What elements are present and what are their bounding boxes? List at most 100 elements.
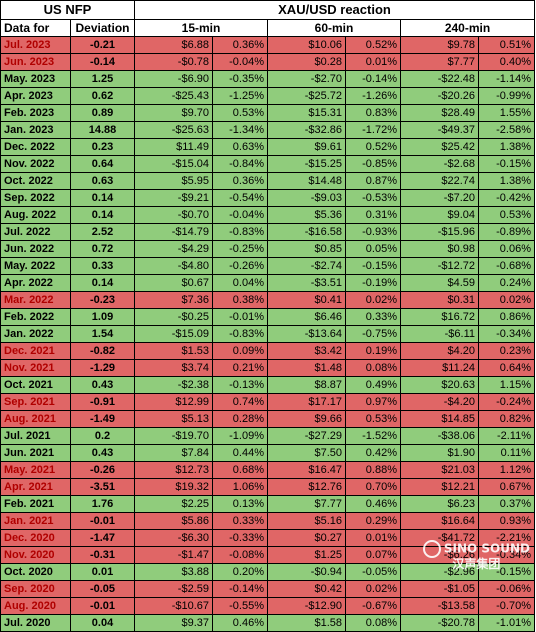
usd-15min-cell: $7.36	[134, 291, 213, 309]
pct-60min-cell: 0.02%	[345, 580, 401, 598]
pct-60min-cell: -0.67%	[345, 597, 401, 615]
usd-240min-cell: $22.74	[400, 172, 479, 190]
pct-15min-cell: 0.33%	[212, 512, 268, 530]
usd-240min-cell: $6.23	[400, 495, 479, 513]
usd-15min-cell: $3.74	[134, 359, 213, 377]
pct-60min-cell: 0.33%	[345, 308, 401, 326]
pct-240min-cell: 0.51%	[478, 36, 535, 54]
pct-60min-cell: -0.05%	[345, 563, 401, 581]
usd-60min-cell: $1.48	[267, 359, 346, 377]
pct-240min-cell: 0.64%	[478, 359, 535, 377]
month-label: May. 2021	[0, 461, 71, 479]
pct-15min-cell: 0.38%	[212, 291, 268, 309]
deviation-cell: 0.14	[70, 189, 135, 207]
usd-15min-cell: -$4.29	[134, 240, 213, 258]
usd-240min-cell: -$1.05	[400, 580, 479, 598]
pct-240min-cell: -1.14%	[478, 70, 535, 88]
month-label: Dec. 2021	[0, 342, 71, 360]
month-label: Jun. 2022	[0, 240, 71, 258]
deviation-cell: 0.63	[70, 172, 135, 190]
usd-60min-cell: -$15.25	[267, 155, 346, 173]
usd-240min-cell: $0.31	[400, 291, 479, 309]
usd-240min-cell: -$41.72	[400, 529, 479, 547]
usd-60min-cell: -$3.51	[267, 274, 346, 292]
pct-240min-cell: -2.11%	[478, 427, 535, 445]
pct-240min-cell: -0.34%	[478, 325, 535, 343]
usd-15min-cell: $9.70	[134, 104, 213, 122]
usd-15min-cell: -$15.04	[134, 155, 213, 173]
usd-60min-cell: $5.16	[267, 512, 346, 530]
pct-240min-cell: 0.37%	[478, 495, 535, 513]
usd-15min-cell: -$10.67	[134, 597, 213, 615]
table-row: Oct. 2022 0.63 $5.95 0.36% $14.48 0.87% $22.74…	[0, 172, 535, 190]
usd-240min-cell: -$22.48	[400, 70, 479, 88]
pct-15min-cell: -0.54%	[212, 189, 268, 207]
pct-15min-cell: 0.46%	[212, 614, 268, 632]
watermark-subtext: 汉声集团	[452, 557, 501, 571]
pct-15min-cell: 0.44%	[212, 444, 268, 462]
usd-15min-cell: $12.99	[134, 393, 213, 411]
table-row: Jun. 2021 0.43 $7.84 0.44% $7.50 0.42% $1.90 0.…	[0, 444, 535, 462]
month-label: Apr. 2021	[0, 478, 71, 496]
us-nfp-header: US NFP	[0, 0, 135, 20]
deviation-cell: -0.91	[70, 393, 135, 411]
deviation-cell: 0.2	[70, 427, 135, 445]
usd-240min-cell: $11.24	[400, 359, 479, 377]
table-row: Dec. 2020 -1.47 -$6.30 -0.33% $0.27 0.01% -$41…	[0, 529, 535, 547]
usd-15min-cell: -$6.90	[134, 70, 213, 88]
table-row: Aug. 2020 -0.01 -$10.67 -0.55% -$12.90 -0.67%…	[0, 597, 535, 615]
usd-15min-cell: -$6.30	[134, 529, 213, 547]
table-row: May. 2023 1.25 -$6.90 -0.35% -$2.70 -0.14% -$2…	[0, 70, 535, 88]
pct-15min-cell: 0.68%	[212, 461, 268, 479]
usd-60min-cell: $14.48	[267, 172, 346, 190]
pct-60min-cell: -0.19%	[345, 274, 401, 292]
pct-15min-cell: -1.09%	[212, 427, 268, 445]
pct-15min-cell: -1.34%	[212, 121, 268, 139]
table-row: Mar. 2022 -0.23 $7.36 0.38% $0.41 0.02% $0.31 0…	[0, 291, 535, 309]
col-240min-header: 240-min	[400, 19, 535, 37]
pct-240min-cell: 1.55%	[478, 104, 535, 122]
month-label: Jan. 2022	[0, 325, 71, 343]
header-row-sub: Data for Deviation 15-min 60-min 240-min	[0, 19, 535, 37]
usd-15min-cell: -$0.25	[134, 308, 213, 326]
usd-15min-cell: -$25.43	[134, 87, 213, 105]
pct-60min-cell: 0.08%	[345, 359, 401, 377]
deviation-cell: -1.29	[70, 359, 135, 377]
pct-15min-cell: -0.08%	[212, 546, 268, 564]
pct-240min-cell: 0.11%	[478, 444, 535, 462]
pct-60min-cell: -1.26%	[345, 87, 401, 105]
pct-240min-cell: -1.01%	[478, 614, 535, 632]
pct-15min-cell: -0.04%	[212, 206, 268, 224]
pct-60min-cell: 0.52%	[345, 36, 401, 54]
usd-240min-cell: -$6.11	[400, 325, 479, 343]
usd-240min-cell: $14.85	[400, 410, 479, 428]
table-row: Jan. 2023 14.88 -$25.63 -1.34% -$32.86 -1.72%…	[0, 121, 535, 139]
pct-15min-cell: 0.36%	[212, 172, 268, 190]
usd-240min-cell: $21.03	[400, 461, 479, 479]
month-label: Oct. 2022	[0, 172, 71, 190]
pct-60min-cell: 0.19%	[345, 342, 401, 360]
deviation-cell: 0.04	[70, 614, 135, 632]
usd-15min-cell: -$19.70	[134, 427, 213, 445]
month-label: Jun. 2021	[0, 444, 71, 462]
pct-15min-cell: 0.28%	[212, 410, 268, 428]
usd-60min-cell: $7.77	[267, 495, 346, 513]
pct-240min-cell: 0.23%	[478, 342, 535, 360]
usd-15min-cell: $9.37	[134, 614, 213, 632]
usd-15min-cell: $7.84	[134, 444, 213, 462]
pct-240min-cell: 0.53%	[478, 206, 535, 224]
pct-15min-cell: -0.83%	[212, 325, 268, 343]
usd-15min-cell: $5.95	[134, 172, 213, 190]
pct-15min-cell: 0.09%	[212, 342, 268, 360]
deviation-cell: -0.26	[70, 461, 135, 479]
table-row: Dec. 2022 0.23 $11.49 0.63% $9.61 0.52% $25.42…	[0, 138, 535, 156]
pct-240min-cell: 0.93%	[478, 512, 535, 530]
pct-240min-cell: -0.68%	[478, 257, 535, 275]
month-label: Oct. 2021	[0, 376, 71, 394]
usd-15min-cell: -$15.09	[134, 325, 213, 343]
table-row: Jul. 2021 0.2 -$19.70 -1.09% -$27.29 -1.52% -$…	[0, 427, 535, 445]
usd-240min-cell: $4.20	[400, 342, 479, 360]
usd-240min-cell: -$2.68	[400, 155, 479, 173]
usd-60min-cell: -$0.94	[267, 563, 346, 581]
table-row: Jul. 2020 0.04 $9.37 0.46% $1.58 0.08% -$20.78…	[0, 614, 535, 632]
